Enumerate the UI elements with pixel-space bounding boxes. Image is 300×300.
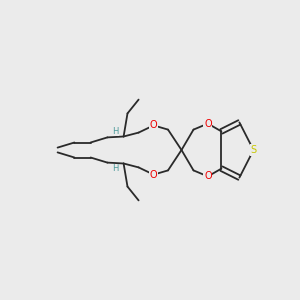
Text: O: O — [204, 118, 212, 129]
Text: O: O — [150, 169, 158, 180]
Text: H: H — [112, 127, 119, 136]
Text: H: H — [112, 164, 119, 173]
Text: S: S — [250, 145, 256, 155]
Text: O: O — [150, 120, 158, 130]
Text: O: O — [204, 171, 212, 182]
